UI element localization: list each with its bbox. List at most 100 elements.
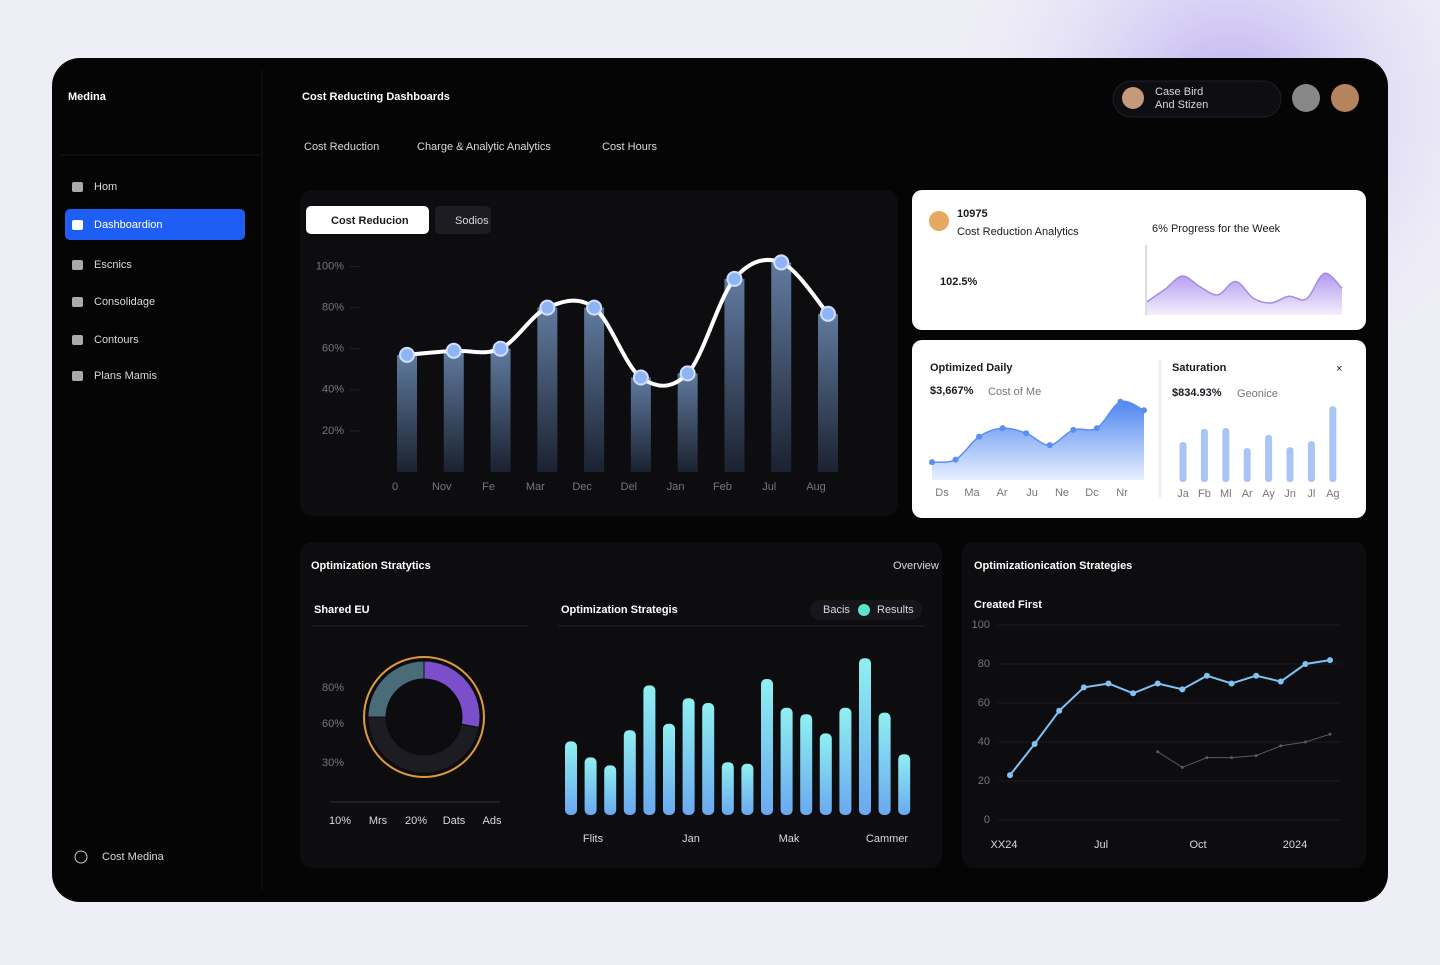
bar (623, 730, 636, 815)
point (1228, 680, 1235, 687)
panel-title: Optimization Stratytics (311, 560, 431, 572)
point (726, 270, 743, 287)
bar (771, 262, 792, 472)
nav-item[interactable]: Hom (94, 181, 117, 193)
y-tick-label: 30% (322, 757, 344, 769)
point (1117, 398, 1124, 405)
line (1146, 272, 1343, 304)
kpi-card (912, 190, 1366, 330)
nav-item[interactable]: Plans Mamis (94, 370, 157, 382)
nav-item[interactable]: Contours (94, 334, 139, 346)
chip[interactable] (306, 206, 429, 234)
bar (839, 707, 852, 815)
point (586, 299, 603, 316)
point (399, 346, 415, 363)
point (1179, 686, 1186, 693)
brand: Medina (68, 91, 107, 103)
x-tick-label: Fe (482, 481, 495, 493)
x-tick-label: Nov (432, 481, 452, 493)
y-tick-label: 60 (978, 697, 990, 709)
x-tick-label: Ja (1177, 488, 1190, 500)
close-button[interactable]: × (1336, 363, 1342, 375)
point (773, 254, 790, 271)
x-tick-label: XX24 (991, 839, 1018, 851)
x-tick-label: Jul (762, 481, 776, 493)
bar (584, 307, 605, 472)
bar (630, 377, 651, 472)
card-title: Optimized Daily (930, 362, 1013, 374)
panel (962, 542, 1366, 868)
y-tick-label: 60% (322, 343, 344, 355)
bar (878, 712, 891, 815)
chip-label: Cost Reducion (331, 215, 409, 227)
x-tick-label: Jl (1307, 488, 1315, 500)
y-tick-label: 20% (322, 425, 344, 437)
card-note: Cost of Me (988, 386, 1041, 398)
x-tick-label: Ne (1055, 487, 1069, 499)
y-tick-label: 80% (322, 302, 344, 314)
avatar[interactable] (1331, 84, 1359, 112)
x-tick-label: 2024 (1283, 839, 1307, 851)
area (1147, 273, 1342, 315)
tab[interactable]: Charge & Analytic Analytics (417, 141, 551, 153)
section-title: Shared EU (314, 604, 370, 616)
point (492, 340, 509, 357)
bar (780, 707, 793, 815)
point (1205, 756, 1209, 760)
x-tick-label: Dats (443, 815, 466, 827)
x-tick-label: Jn (1284, 488, 1296, 500)
chip[interactable] (435, 206, 491, 234)
point (1254, 754, 1258, 758)
x-tick-label: Dc (1085, 487, 1099, 499)
card-subtitle: Cost Reduction Analytics (957, 226, 1079, 238)
tab[interactable]: Cost Hours (602, 141, 658, 153)
point (952, 456, 959, 463)
point (1180, 765, 1184, 769)
bar (584, 757, 597, 815)
point (1105, 680, 1112, 687)
nav-item[interactable]: Dashboardion (94, 219, 163, 231)
donut-segment (367, 716, 480, 774)
point (999, 425, 1006, 432)
x-tick-label: Jan (682, 833, 700, 845)
nav-item[interactable]: Consolidage (94, 296, 155, 308)
section-title: Created First (974, 599, 1042, 611)
avatar (929, 211, 949, 231)
bar (643, 685, 656, 815)
panel-action[interactable]: Overview (893, 560, 939, 572)
kpi: $834.93% (1172, 387, 1222, 399)
point (1302, 661, 1309, 667)
y-tick-label: 40 (978, 736, 990, 748)
card-note: 6% Progress for the Week (1152, 223, 1281, 235)
bar (1222, 428, 1230, 482)
tab[interactable]: Cost Reduction (304, 141, 379, 153)
nav-icon (72, 297, 83, 307)
donut-segment (367, 660, 425, 718)
y-tick-label: 40% (322, 384, 344, 396)
x-tick-label: Ads (483, 815, 502, 827)
panel (300, 542, 942, 868)
x-tick-label: Dec (572, 481, 592, 493)
x-tick-label: Feb (713, 481, 732, 493)
bar (898, 754, 911, 815)
x-tick-label: Mrs (369, 815, 388, 827)
point (679, 365, 696, 382)
legend-label: Bacis (823, 604, 850, 616)
point (1253, 672, 1260, 679)
x-tick-label: Mak (779, 833, 800, 845)
y-tick-label: 100 (972, 619, 990, 631)
point (445, 342, 462, 359)
point (1303, 740, 1307, 744)
bar (721, 762, 734, 815)
point (1070, 426, 1077, 433)
user-pill[interactable] (1112, 80, 1282, 118)
bar (1286, 447, 1294, 482)
x-tick-label: Flits (583, 833, 604, 845)
x-tick-label: Ar (1242, 488, 1253, 500)
nav-item[interactable]: Escnics (94, 259, 132, 271)
legend-swatch (858, 604, 870, 616)
profile-button[interactable] (1292, 84, 1320, 112)
bar (604, 765, 617, 815)
kpi: $3,667% (930, 385, 974, 397)
